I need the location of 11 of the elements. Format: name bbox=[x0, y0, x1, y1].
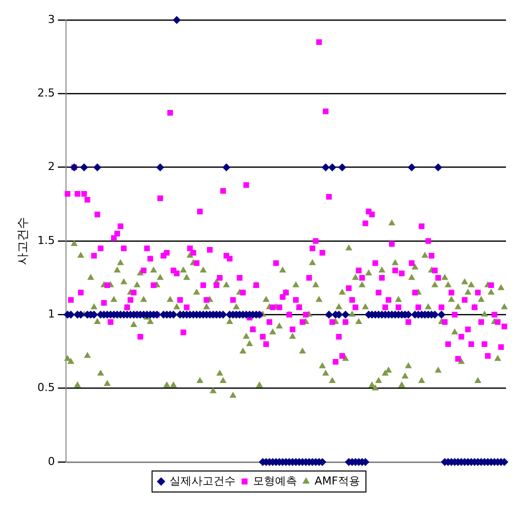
legend-label: 모형예측 bbox=[253, 474, 298, 488]
y-tick-label: 1.5 bbox=[37, 234, 55, 247]
y-tick-label: 0.5 bbox=[37, 381, 55, 394]
y-tick-label: 0 bbox=[48, 454, 55, 468]
y-axis-title: 사고건수 bbox=[15, 217, 30, 265]
y-tick-label: 1 bbox=[48, 308, 55, 321]
y-tick-label: 3 bbox=[48, 12, 55, 26]
y-tick-label: 2 bbox=[48, 160, 55, 174]
y-tick-label: 2.5 bbox=[37, 86, 55, 100]
legend-label: AMF적용 bbox=[314, 474, 360, 488]
legend-label: 실제사고건수 bbox=[170, 474, 236, 488]
